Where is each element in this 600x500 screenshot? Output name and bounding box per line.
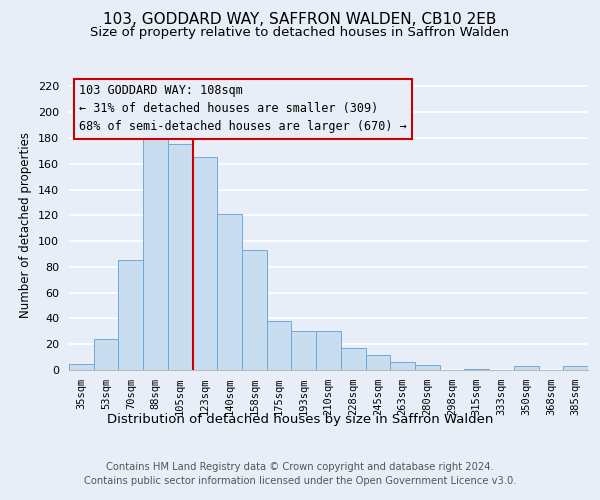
Bar <box>94 339 118 370</box>
Text: 103, GODDARD WAY, SAFFRON WALDEN, CB10 2EB: 103, GODDARD WAY, SAFFRON WALDEN, CB10 2… <box>103 12 497 28</box>
Bar <box>143 134 168 370</box>
Y-axis label: Number of detached properties: Number of detached properties <box>19 132 32 318</box>
Text: Contains public sector information licensed under the Open Government Licence v3: Contains public sector information licen… <box>84 476 516 486</box>
Bar <box>193 158 217 370</box>
Bar <box>168 144 193 370</box>
Bar <box>365 354 390 370</box>
Bar <box>390 362 415 370</box>
Bar <box>118 260 143 370</box>
Bar <box>69 364 94 370</box>
Text: Distribution of detached houses by size in Saffron Walden: Distribution of detached houses by size … <box>107 412 493 426</box>
Bar <box>242 250 267 370</box>
Bar <box>292 332 316 370</box>
Text: 103 GODDARD WAY: 108sqm
← 31% of detached houses are smaller (309)
68% of semi-d: 103 GODDARD WAY: 108sqm ← 31% of detache… <box>79 84 407 134</box>
Bar <box>217 214 242 370</box>
Bar <box>563 366 588 370</box>
Bar <box>464 368 489 370</box>
Bar <box>514 366 539 370</box>
Bar <box>415 365 440 370</box>
Bar <box>341 348 365 370</box>
Bar <box>267 321 292 370</box>
Bar <box>316 332 341 370</box>
Text: Contains HM Land Registry data © Crown copyright and database right 2024.: Contains HM Land Registry data © Crown c… <box>106 462 494 472</box>
Text: Size of property relative to detached houses in Saffron Walden: Size of property relative to detached ho… <box>91 26 509 39</box>
